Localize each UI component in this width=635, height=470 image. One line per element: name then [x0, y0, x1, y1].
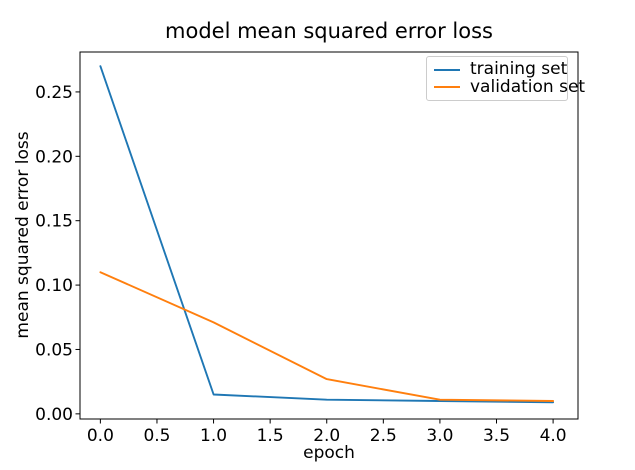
y-tick-label: 0.20 — [35, 147, 73, 167]
y-tick-label: 0.25 — [35, 83, 73, 103]
x-tick-label: 2.0 — [313, 426, 340, 446]
x-tick-label: 2.5 — [370, 426, 397, 446]
y-tick-label: 0.10 — [35, 276, 73, 296]
legend-entry-validation-set: validation set — [434, 78, 585, 96]
training-set-legend-swatch — [434, 68, 460, 71]
x-axis-label: epoch — [303, 443, 355, 463]
legend: training set validation set — [426, 56, 585, 101]
axes-frame — [79, 51, 579, 420]
validation-set-legend-swatch — [434, 86, 460, 89]
legend-label-training-set: training set — [470, 59, 568, 80]
series-layer — [99, 65, 555, 404]
chart-title: model mean squared error loss — [165, 19, 493, 43]
axes-layer: 0.0 0.5 1.0 1.5 2.0 2.5 3.0 3.5 4.0 0.00 0.05 0.10 0… — [35, 51, 579, 446]
training-set-line — [99, 65, 555, 404]
x-tick-label: 1.0 — [200, 426, 227, 446]
validation-set-line — [99, 271, 555, 402]
legend-entry-training-set: training set — [434, 61, 567, 78]
x-tick-label: 3.0 — [426, 426, 453, 446]
y-tick-label: 0.05 — [35, 340, 73, 360]
x-tick-label: 4.0 — [540, 426, 567, 446]
legend-label-validation-set: validation set — [470, 76, 586, 97]
x-tick-label: 1.5 — [257, 426, 284, 446]
x-tick-label: 0.0 — [87, 426, 114, 446]
y-tick-label: 0.15 — [35, 212, 73, 232]
x-tick-label: 3.5 — [483, 426, 510, 446]
x-tick-label: 0.5 — [143, 426, 170, 446]
y-axis-label: mean squared error loss — [13, 131, 33, 338]
y-tick-label: 0.00 — [35, 405, 73, 425]
